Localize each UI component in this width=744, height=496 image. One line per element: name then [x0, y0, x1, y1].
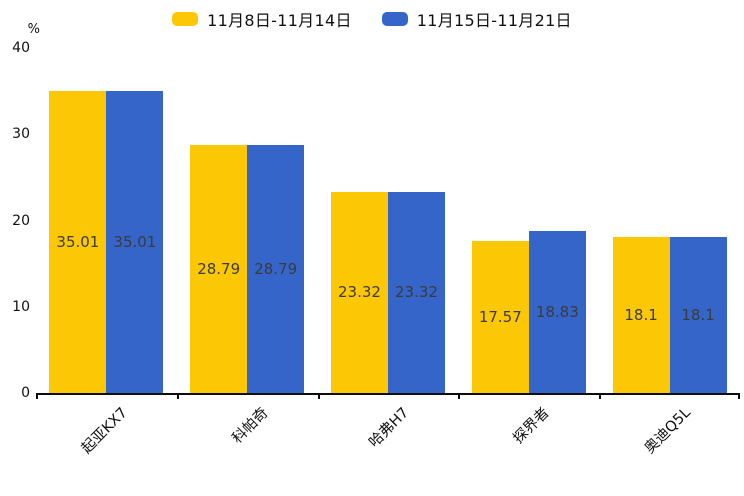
bar-series2-起亚KX7: 35.01	[106, 91, 164, 393]
x-axis-tick-mark	[317, 393, 320, 399]
bar-value-label: 18.1	[681, 305, 715, 324]
y-axis-tick-label: 20	[12, 212, 30, 229]
bar-series2-探界者: 18.83	[528, 230, 586, 393]
bar-value-label: 18.1	[624, 305, 658, 324]
bar-series2-科帕奇: 28.79	[247, 144, 305, 393]
bar-series1-奥迪Q5L: 18.1	[612, 236, 670, 393]
legend-label: 11月15日-11月21日	[416, 11, 572, 30]
x-axis-category-label: 哈弗H7	[366, 404, 413, 451]
x-axis-category-label: 起亚KX7	[78, 404, 131, 457]
x-axis-tick-mark	[738, 393, 740, 399]
x-axis-tick-mark	[599, 393, 602, 399]
bar-value-label: 35.01	[56, 233, 100, 252]
bar-series1-探界者: 17.57	[471, 241, 529, 393]
bar-series2-哈弗H7: 23.32	[388, 191, 445, 393]
legend-label: 11月8日-11月14日	[207, 11, 352, 30]
bar-series1-起亚KX7: 35.01	[49, 91, 107, 393]
y-axis-tick-label: 30	[12, 126, 30, 143]
x-axis-category-label: 科帕奇	[229, 404, 272, 447]
bar-value-label: 17.57	[478, 308, 522, 327]
y-axis-unit-label: %	[27, 22, 40, 37]
legend-item: 11月15日-11月21日	[381, 7, 572, 31]
legend-swatch-icon	[172, 12, 199, 26]
x-axis-tick-mark	[176, 393, 179, 399]
bar-series2-奥迪Q5L: 18.1	[669, 236, 727, 393]
legend-item: 11月8日-11月14日	[172, 7, 352, 31]
y-axis-tick-label: 40	[12, 40, 30, 56]
bar-value-label: 23.32	[338, 283, 381, 302]
chart-legend: 11月8日-11月14日 11月15日-11月21日	[0, 8, 744, 30]
bar-series1-哈弗H7: 23.32	[331, 191, 388, 393]
x-axis-tick-mark	[36, 393, 38, 399]
y-axis-tick-label: 10	[12, 298, 30, 315]
x-axis-tick-mark	[458, 393, 461, 399]
bar-value-label: 35.01	[113, 233, 157, 252]
bar-value-label: 28.79	[197, 259, 241, 278]
bar-value-label: 23.32	[395, 283, 438, 302]
x-axis-category-label: 奥迪Q5L	[641, 404, 694, 457]
bar-value-label: 28.79	[254, 259, 298, 278]
bar-value-label: 18.83	[535, 302, 579, 321]
y-axis-tick-label: 0	[21, 385, 30, 401]
x-axis-category-label: 探界者	[510, 404, 553, 447]
legend-swatch-icon	[381, 12, 408, 26]
plot-area: 35.01 35.01 28.79 28.79 23.32 23.32 17.57 18.83…	[36, 48, 740, 399]
bar-series1-科帕奇: 28.79	[190, 144, 248, 393]
